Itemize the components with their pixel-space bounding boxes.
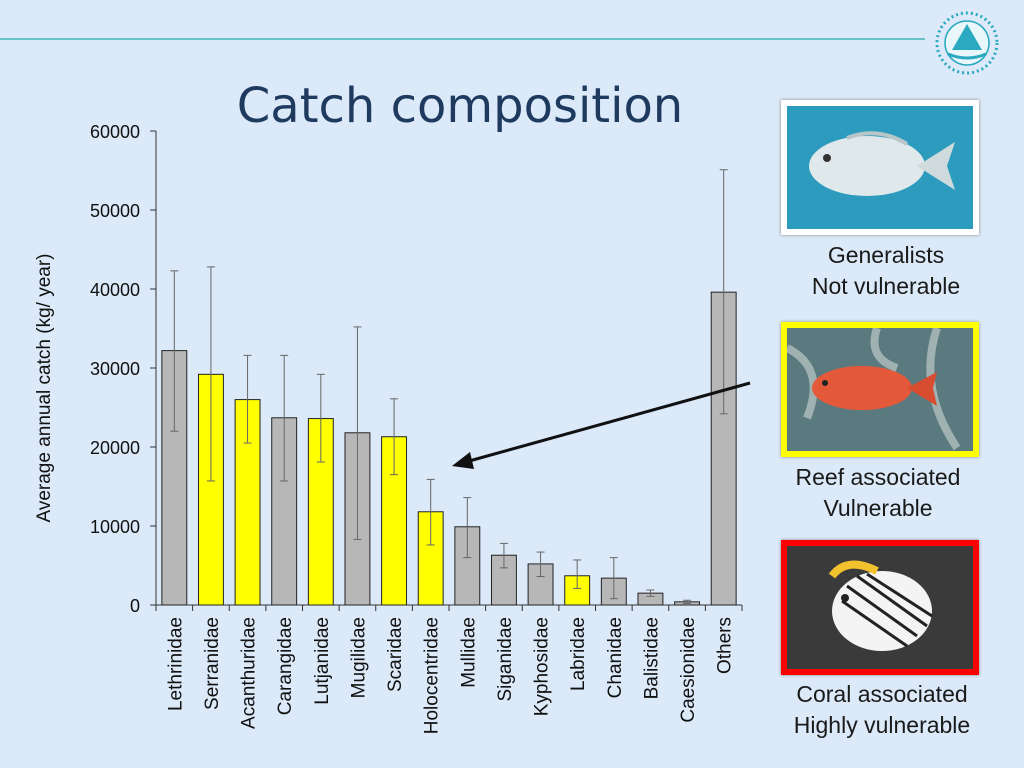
butterflyfish-icon [787,546,973,669]
generalist-caption-line2: Not vulnerable [781,271,991,302]
x-tick-label: Mugilidae [348,617,369,698]
x-tick-label: Acanthuridae [239,617,260,729]
generalist-caption-line1: Generalists [781,240,991,271]
x-tick-label: Kyphosidae [532,617,553,716]
x-tick-label: Caesionidae [678,617,699,723]
coral-caption: Coral associated Highly vulnerable [771,679,993,741]
coral-caption-line2: Highly vulnerable [771,710,993,741]
coral-fish-photo [781,540,979,675]
x-tick-label: Serranidae [202,617,223,710]
grouper-fish-icon [787,328,973,451]
x-tick-label: Carangidae [275,617,296,715]
generalist-caption: Generalists Not vulnerable [781,240,991,302]
y-tick-label: 30000 [90,359,140,379]
y-tick-label: 40000 [90,280,140,300]
x-tick-label: Lutjanidae [312,617,333,705]
reef-caption: Reef associated Vulnerable [771,462,985,524]
x-tick-label: Mullidae [458,617,479,688]
x-tick-label: Balistidae [641,617,662,699]
reef-caption-line2: Vulnerable [771,493,985,524]
reef-caption-line1: Reef associated [771,462,985,493]
y-tick-label: 10000 [90,517,140,537]
y-tick-label: 50000 [90,201,140,221]
y-tick-label: 0 [130,596,140,616]
x-tick-label: Chanidae [605,617,626,698]
y-tick-label: 60000 [90,122,140,142]
reef-fish-photo [781,322,979,457]
emperor-fish-icon [787,106,973,229]
x-tick-label: Lethrinidae [165,617,186,711]
x-tick-label: Labridae [568,617,589,691]
x-tick-label: Siganidae [495,617,516,702]
coral-caption-line1: Coral associated [771,679,993,710]
x-tick-label: Holocentridae [422,617,443,734]
x-tick-label: Scaridae [385,617,406,692]
y-axis-label: Average annual catch (kg/ year) [34,254,55,523]
y-tick-label: 20000 [90,438,140,458]
annotation-arrow [452,383,750,469]
generalist-fish-photo [781,100,979,235]
x-tick-label: Others [715,617,736,674]
